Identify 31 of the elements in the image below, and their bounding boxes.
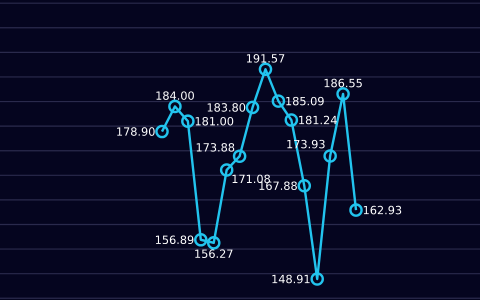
data-label: 167.88 xyxy=(259,181,297,190)
data-label: 181.00 xyxy=(196,116,234,126)
data-label: 156.89 xyxy=(156,236,194,244)
data-label: 156.27 xyxy=(195,249,233,258)
point xyxy=(310,272,324,286)
point xyxy=(206,236,221,250)
point xyxy=(284,113,298,127)
data-label: 185.09 xyxy=(286,96,324,106)
point xyxy=(258,62,272,76)
point xyxy=(336,87,350,101)
point xyxy=(272,94,286,108)
data-label: 184.00 xyxy=(156,91,194,100)
point xyxy=(220,163,234,177)
point xyxy=(181,114,195,128)
data-label: 171.08 xyxy=(232,174,270,184)
point xyxy=(232,149,246,163)
point xyxy=(168,100,182,114)
data-label: 178.90 xyxy=(117,127,155,136)
point xyxy=(349,203,363,217)
point xyxy=(194,233,208,247)
point xyxy=(323,149,337,163)
point xyxy=(155,124,169,138)
data-label: 186.55 xyxy=(324,78,362,88)
data-label: 148.91 xyxy=(272,274,310,284)
data-label: 162.93 xyxy=(364,206,402,214)
data-label: 173.88 xyxy=(196,143,234,152)
data-label: 183.80 xyxy=(208,103,246,112)
data-label: 191.57 xyxy=(246,54,284,63)
data-label: 181.24 xyxy=(299,116,337,124)
point xyxy=(298,178,312,193)
point xyxy=(246,100,260,114)
